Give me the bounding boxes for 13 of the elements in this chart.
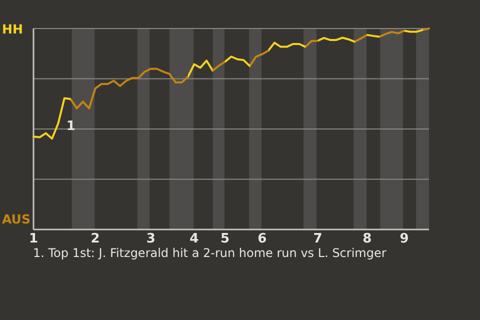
annotation: 1 — [66, 119, 76, 134]
x-tick-label: 7 — [313, 232, 322, 246]
text: AUS — [2, 212, 30, 226]
x-tick-label: 2 — [90, 232, 100, 246]
x-tick-label: 6 — [258, 232, 267, 246]
x-tick-label: 9 — [400, 232, 409, 246]
text: 1. Top 1st: J. Fitzgerald hit a 2-run home run vs L. Scrimger — [33, 246, 386, 260]
text: HH — [2, 22, 23, 36]
x-tick-label: 4 — [190, 232, 199, 246]
x-tick-label: 3 — [146, 232, 156, 246]
x-tick-label: 5 — [220, 232, 230, 246]
x-tick-label: 1 — [28, 232, 38, 246]
x-tick-label: 8 — [362, 232, 372, 246]
